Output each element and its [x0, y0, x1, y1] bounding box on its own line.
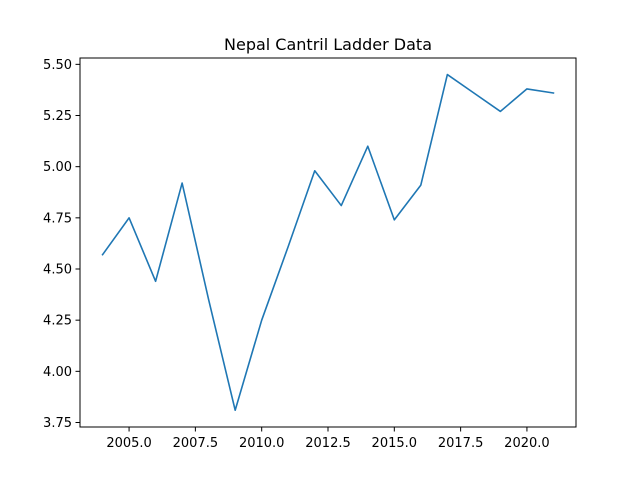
x-tick-label: 2010.0: [239, 436, 285, 451]
y-tick-label: 5.50: [43, 58, 72, 73]
series-line: [101, 73, 555, 412]
x-tick-label: 2015.0: [372, 436, 418, 451]
x-tick-label: 2007.5: [173, 436, 219, 451]
x-tick-label: 2012.5: [305, 436, 351, 451]
y-tick-label: 5.00: [43, 160, 72, 175]
chart-title: Nepal Cantril Ladder Data: [224, 35, 432, 54]
y-tick-label: 4.50: [43, 263, 72, 278]
y-tick-label: 5.25: [43, 109, 72, 124]
x-tick-label: 2005.0: [106, 436, 152, 451]
x-axis-ticks: 2005.0 2007.5 2010.0 2012.5 2015.0 2017.5 2020…: [106, 427, 550, 451]
x-tick-label: 2020.0: [504, 436, 550, 451]
y-tick-label: 4.75: [43, 211, 72, 226]
y-axis-ticks: 3.75 4.00 4.25 4.50 4.75 5.00 5.25 5.50: [43, 58, 80, 431]
plot-area-frame: [79, 57, 577, 428]
y-tick-label: 3.75: [43, 416, 72, 431]
y-tick-label: 4.25: [43, 314, 72, 329]
x-tick-label: 2017.5: [438, 436, 484, 451]
y-tick-label: 4.00: [43, 365, 72, 380]
series-layer: [101, 73, 555, 412]
